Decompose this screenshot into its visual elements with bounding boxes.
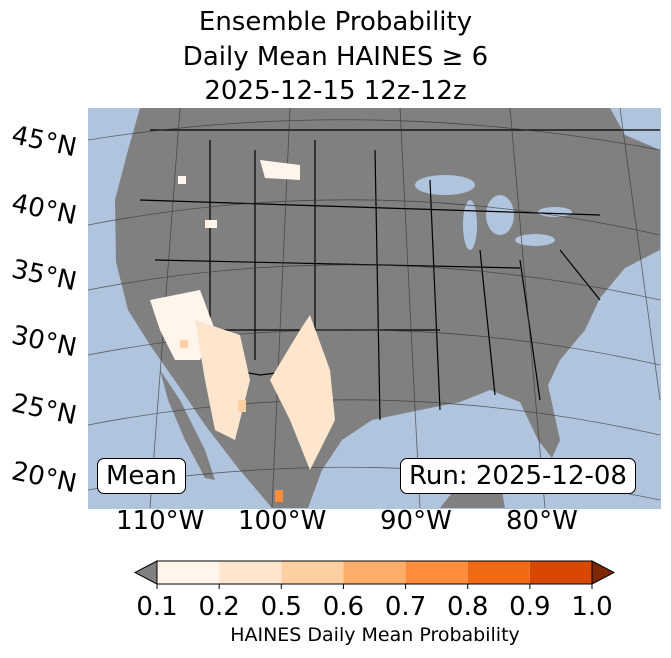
map bbox=[88, 108, 661, 509]
lat-label-25: 25°N bbox=[8, 388, 80, 432]
colorbar-outline bbox=[156, 560, 593, 585]
colorbar-segment bbox=[281, 561, 344, 584]
lon-label-90: 90°W bbox=[380, 506, 452, 536]
colorbar-segment bbox=[219, 561, 282, 584]
run-label-box: Run: 2025-12-08 bbox=[400, 458, 636, 494]
colorbar bbox=[133, 560, 616, 589]
colorbar-segment bbox=[157, 561, 220, 584]
lon-label-100: 100°W bbox=[238, 506, 327, 536]
mean-label-box: Mean bbox=[97, 458, 186, 494]
state-borders bbox=[139, 129, 660, 421]
lat-label-40: 40°N bbox=[8, 188, 80, 232]
colorbar-tick-label: 0.9 bbox=[509, 592, 551, 622]
lat-label-35: 35°N bbox=[8, 254, 80, 298]
colorbar-segment bbox=[467, 561, 530, 584]
colorbar-segment bbox=[343, 561, 406, 584]
land bbox=[115, 108, 660, 508]
colorbar-segment bbox=[529, 561, 592, 584]
colorbar-tick-label: 0.8 bbox=[447, 592, 489, 622]
probability-fill bbox=[150, 160, 335, 502]
lon-label-80: 80°W bbox=[506, 506, 578, 536]
lat-label-30: 30°N bbox=[8, 320, 80, 364]
baja-peninsula bbox=[160, 370, 215, 480]
colorbar-over-arrow bbox=[591, 560, 616, 585]
lon-label-110: 110°W bbox=[116, 506, 205, 536]
lat-label-45: 45°N bbox=[8, 120, 80, 164]
title-line-3: 2025-12-15 12z-12z bbox=[204, 76, 467, 106]
colorbar-tick-label: 0.2 bbox=[198, 592, 240, 622]
colorbar-under-arrow bbox=[133, 560, 158, 585]
title-line-1: Ensemble Probability bbox=[198, 7, 473, 37]
colorbar-tick-label: 0.5 bbox=[260, 592, 302, 622]
title-line-2: Daily Mean HAINES ≥ 6 bbox=[182, 42, 489, 72]
great-lakes bbox=[415, 175, 572, 250]
colorbar-tick-label: 0.6 bbox=[322, 592, 365, 622]
lat-label-20: 20°N bbox=[8, 456, 80, 500]
colorbar-tick-label: 0.1 bbox=[136, 592, 178, 622]
colorbar-tick-label: 1.0 bbox=[571, 592, 613, 622]
colorbar-label: HAINES Daily Mean Probability bbox=[230, 624, 520, 646]
colorbar-tick-label: 0.7 bbox=[384, 592, 427, 622]
colorbar-segment bbox=[405, 561, 468, 584]
